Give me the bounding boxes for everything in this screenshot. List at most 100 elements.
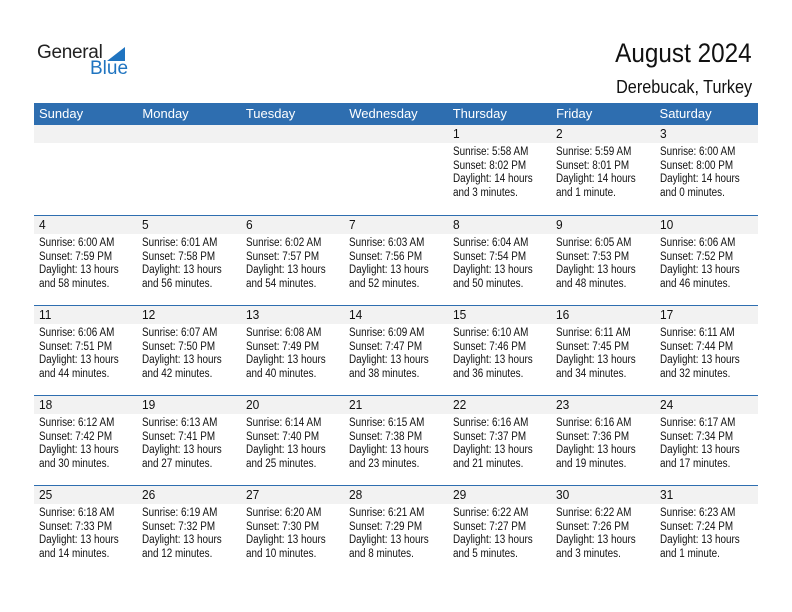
daylight-label: Daylight: bbox=[556, 444, 595, 456]
sunset-label: Sunset: bbox=[39, 520, 73, 533]
daylight-hours: 13 hours bbox=[183, 264, 223, 276]
sunset-time: 7:47 PM bbox=[385, 340, 423, 353]
day-number: 5 bbox=[142, 217, 150, 232]
brand-word-blue: Blue bbox=[90, 58, 129, 79]
day-number: 1 bbox=[452, 126, 460, 141]
sunset-label: Sunset: bbox=[556, 430, 590, 443]
daylight-minutes: and 56 minutes. bbox=[142, 277, 213, 290]
sunrise-time: 6:06 AM bbox=[78, 327, 115, 339]
weekday-friday: Friday bbox=[556, 106, 593, 121]
sunrise-time: 6:04 AM bbox=[491, 237, 529, 249]
sunrise-label: Sunrise: bbox=[452, 327, 489, 339]
sunset-label: Sunset: bbox=[556, 340, 590, 353]
daylight-minutes: and 5 minutes. bbox=[452, 547, 518, 560]
daylight-hours: 13 hours bbox=[183, 444, 223, 456]
daylight-hours: 13 hours bbox=[493, 264, 533, 276]
daylight-minutes: and 52 minutes. bbox=[349, 277, 420, 290]
daylight-hours: 13 hours bbox=[597, 264, 636, 276]
sunrise-line: Sunrise: 6:03 AM bbox=[349, 237, 434, 251]
daylight-label: Daylight: bbox=[659, 264, 699, 276]
sunrise-time: 6:11 AM bbox=[595, 327, 631, 339]
daylight-label: Daylight: bbox=[39, 444, 78, 456]
day-number: 3 bbox=[659, 126, 667, 141]
daylight-label: Daylight: bbox=[349, 354, 388, 366]
daylight-line: Daylight: 13 hours bbox=[142, 354, 227, 368]
sunset-line: Sunset: 7:54 PM bbox=[453, 251, 538, 265]
sunset-time: 7:30 PM bbox=[282, 520, 319, 533]
sunset-time: 8:01 PM bbox=[592, 159, 630, 172]
day-cell: 21 Sunrise: 6:15 AM Sunset: 7:38 PM Dayligh… bbox=[344, 396, 447, 485]
daylight-minutes: and 23 minutes. bbox=[349, 457, 420, 470]
sunset-label: Sunset: bbox=[452, 340, 487, 353]
sunrise-label: Sunrise: bbox=[349, 417, 386, 429]
day-number: 7 bbox=[349, 217, 356, 232]
daylight-line: Daylight: 13 hours bbox=[556, 264, 641, 278]
sunrise-time: 6:01 AM bbox=[181, 237, 218, 249]
location-subtitle: Derebucak, Turkey bbox=[616, 77, 752, 97]
sunrise-time: 6:07 AM bbox=[181, 327, 218, 339]
sunrise-line: Sunrise: 6:05 AM bbox=[556, 237, 641, 251]
daylight-label: Daylight: bbox=[142, 264, 181, 276]
sunrise-label: Sunrise: bbox=[245, 507, 283, 519]
sunrise-line: Sunrise: 6:20 AM bbox=[246, 507, 331, 521]
weekday-tuesday: Tuesday bbox=[245, 106, 296, 121]
sunset-time: 7:29 PM bbox=[385, 520, 423, 533]
sunrise-label: Sunrise: bbox=[39, 507, 76, 519]
sunset-time: 7:34 PM bbox=[695, 430, 733, 443]
daylight-hours: 13 hours bbox=[80, 264, 119, 276]
daylight-line: Daylight: 13 hours bbox=[556, 354, 641, 368]
sunset-label: Sunset: bbox=[659, 159, 694, 172]
daylight-label: Daylight: bbox=[452, 264, 492, 276]
daylight-label: Daylight: bbox=[39, 354, 78, 366]
daylight-line: Daylight: 13 hours bbox=[349, 534, 434, 548]
sunset-time: 7:40 PM bbox=[282, 430, 319, 443]
date-band bbox=[34, 396, 758, 414]
sunrise-time: 6:17 AM bbox=[698, 417, 735, 429]
daylight-label: Daylight: bbox=[556, 534, 595, 546]
daylight-line: Daylight: 13 hours bbox=[142, 444, 227, 458]
daylight-label: Daylight: bbox=[245, 444, 285, 456]
sunset-line: Sunset: 7:58 PM bbox=[142, 251, 227, 265]
sunrise-label: Sunrise: bbox=[659, 507, 696, 519]
sunrise-time: 5:58 AM bbox=[491, 146, 529, 158]
day-number: 16 bbox=[556, 307, 570, 322]
sunset-line: Sunset: 8:01 PM bbox=[556, 160, 641, 174]
sunset-label: Sunset: bbox=[349, 250, 383, 263]
daylight-hours: 13 hours bbox=[287, 354, 326, 366]
sunrise-time: 6:00 AM bbox=[78, 237, 115, 249]
sunrise-label: Sunrise: bbox=[556, 327, 593, 339]
sunrise-line: Sunrise: 6:09 AM bbox=[349, 327, 434, 341]
sunset-line: Sunset: 7:53 PM bbox=[556, 251, 641, 265]
daylight-line: Daylight: 13 hours bbox=[246, 534, 331, 548]
sunset-time: 7:32 PM bbox=[178, 520, 216, 533]
sunrise-line: Sunrise: 6:04 AM bbox=[453, 237, 538, 251]
logo-triangle-icon bbox=[107, 47, 125, 61]
daylight-line: Daylight: 13 hours bbox=[453, 534, 538, 548]
daylight-label: Daylight: bbox=[245, 264, 285, 276]
sunrise-line: Sunrise: 6:07 AM bbox=[142, 327, 227, 341]
sunset-time: 7:26 PM bbox=[592, 520, 630, 533]
daylight-minutes: and 50 minutes. bbox=[452, 277, 524, 290]
daylight-minutes: and 32 minutes. bbox=[659, 367, 730, 380]
daylight-minutes: and 30 minutes. bbox=[39, 457, 110, 470]
sunrise-line: Sunrise: 6:01 AM bbox=[142, 237, 227, 251]
sunset-time: 7:54 PM bbox=[488, 250, 526, 263]
weekday-wednesday: Wednesday bbox=[349, 106, 418, 121]
sunrise-line: Sunrise: 6:12 AM bbox=[39, 417, 124, 431]
sunrise-label: Sunrise: bbox=[556, 417, 593, 429]
daylight-minutes: and 40 minutes. bbox=[245, 367, 317, 380]
day-number: 29 bbox=[452, 487, 466, 502]
sunrise-time: 6:03 AM bbox=[388, 237, 425, 249]
daylight-line: Daylight: 13 hours bbox=[349, 354, 434, 368]
sunrise-line: Sunrise: 6:06 AM bbox=[660, 237, 745, 251]
sunset-label: Sunset: bbox=[142, 430, 176, 443]
daylight-minutes: and 12 minutes. bbox=[142, 547, 213, 560]
daylight-hours: 14 hours bbox=[700, 173, 740, 185]
sunset-line: Sunset: 7:38 PM bbox=[349, 431, 434, 445]
daylight-minutes: and 48 minutes. bbox=[556, 277, 627, 290]
sunset-line: Sunset: 8:02 PM bbox=[453, 160, 538, 174]
sunset-label: Sunset: bbox=[245, 430, 280, 443]
daylight-label: Daylight: bbox=[659, 534, 699, 546]
sunset-line: Sunset: 7:29 PM bbox=[349, 521, 434, 535]
date-band bbox=[34, 486, 758, 504]
